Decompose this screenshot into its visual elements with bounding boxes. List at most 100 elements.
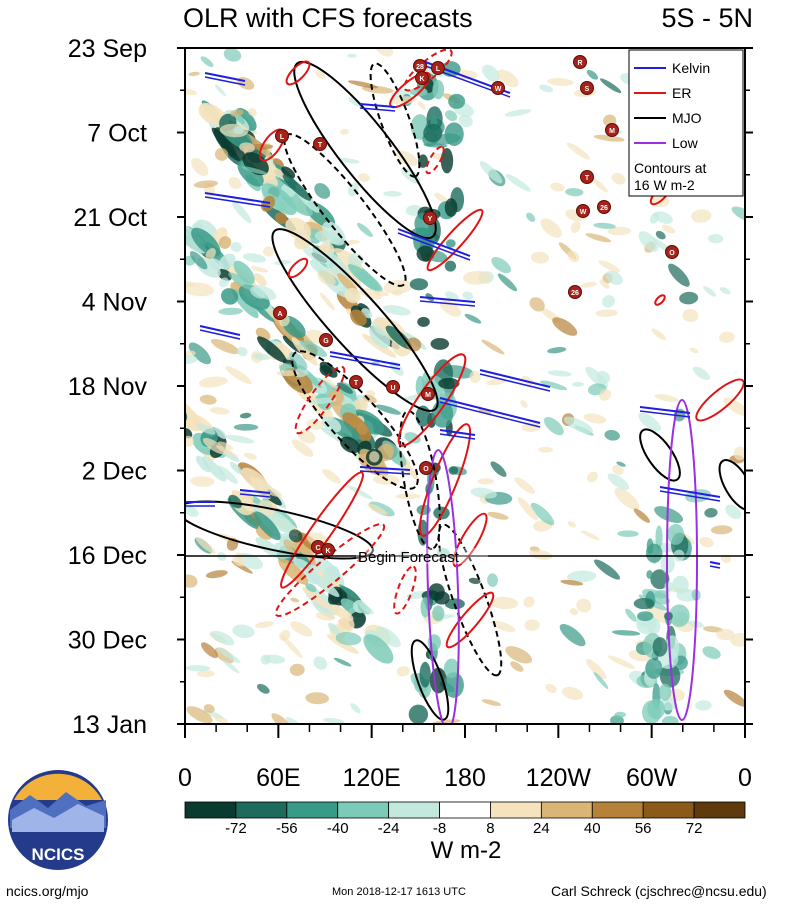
legend-label-kelvin: Kelvin [672, 60, 710, 76]
olr-anomaly-patch [645, 658, 663, 679]
storm-marker-label: T [585, 175, 590, 182]
olr-anomaly-patch [654, 211, 673, 224]
olr-anomaly-patch [188, 71, 200, 77]
olr-anomaly-patch [552, 317, 578, 336]
olr-anomaly-patch [290, 621, 313, 637]
olr-anomaly-patch [645, 605, 670, 623]
olr-anomaly-patch [328, 622, 340, 636]
kelvin-contour [359, 107, 396, 112]
olr-anomaly-patch [561, 686, 584, 700]
olr-anomaly-patch [547, 370, 572, 377]
kelvin-contour [199, 325, 241, 336]
olr-anomaly-patch [651, 328, 667, 341]
olr-anomaly-patch [668, 604, 690, 627]
kelvin-contour [439, 397, 541, 424]
er-contour [274, 523, 386, 617]
olr-anomaly-patch [229, 461, 243, 475]
kelvin-contour [439, 429, 476, 436]
olr-anomaly-patch [469, 370, 481, 384]
olr-anomaly-patch [205, 570, 228, 579]
olr-anomaly-patch [417, 154, 428, 168]
footer-url[interactable]: ncics.org/mjo [6, 883, 89, 899]
olr-anomaly-patch [547, 78, 574, 86]
olr-anomaly-patch [642, 700, 662, 724]
olr-anomaly-patch [257, 336, 287, 363]
kelvin-contour [419, 300, 476, 307]
olr-anomaly-patch [707, 234, 724, 244]
kelvin-contour [204, 196, 271, 208]
kelvin-contour [659, 490, 721, 502]
storm-marker-label: O [423, 466, 429, 473]
er-contour [403, 48, 453, 92]
olr-anomaly-patch [497, 69, 519, 88]
kelvin-contour [639, 410, 691, 418]
y-tick-label: 23 Sep [68, 35, 147, 63]
olr-anomaly-patch [304, 568, 340, 597]
olr-anomaly-patch [254, 621, 274, 628]
storm-marker-label: W [495, 86, 502, 93]
olr-anomaly-patch [215, 445, 238, 458]
kelvin-contour [359, 103, 396, 108]
olr-anomaly-patch [263, 654, 286, 664]
storm-marker-label: S [585, 86, 590, 93]
olr-anomaly-patch [419, 661, 431, 688]
kelvin-contour [639, 406, 691, 414]
olr-anomaly-patch [223, 660, 240, 674]
olr-anomaly-patch [369, 325, 391, 349]
olr-anomaly-patch [185, 505, 199, 517]
olr-anomaly-patch [191, 157, 209, 177]
olr-anomaly-patch [290, 597, 300, 603]
olr-anomaly-patch [213, 716, 228, 724]
olr-anomaly-patch [725, 504, 742, 520]
olr-anomaly-patch [704, 507, 718, 518]
olr-anomaly-patch [233, 423, 259, 431]
olr-anomaly-patch [253, 273, 267, 286]
olr-anomaly-patch [570, 221, 581, 233]
olr-anomaly-patch [433, 591, 450, 605]
olr-anomaly-patch [691, 209, 712, 223]
olr-anomaly-patch [314, 183, 331, 199]
olr-anomaly-patch [190, 476, 215, 487]
olr-anomaly-patch [322, 718, 345, 724]
colorbar-tick-label: 40 [584, 820, 601, 837]
olr-anomaly-patch [514, 477, 536, 494]
olr-anomaly-patch [550, 182, 565, 192]
storm-marker-icon [605, 123, 619, 137]
olr-anomaly-patch [591, 177, 608, 193]
olr-anomaly-patch [197, 670, 215, 678]
olr-anomaly-patch [185, 427, 193, 439]
olr-anomaly-patch [382, 305, 411, 316]
forecast-label-bg [356, 548, 488, 564]
olr-anomaly-patch [470, 487, 497, 499]
olr-anomaly-patch [692, 366, 711, 381]
storm-marker-icon [568, 285, 582, 299]
ncics-logo-text: NCICS [32, 845, 85, 864]
olr-anomaly-patch [567, 250, 580, 263]
olr-anomaly-patch [232, 624, 255, 639]
olr-anomaly-patch [482, 64, 500, 82]
kelvin-contour [329, 351, 401, 366]
olr-anomaly-patch [487, 511, 509, 520]
olr-anomaly-patch [366, 389, 376, 396]
olr-anomaly-patch [218, 236, 232, 249]
olr-anomaly-patch [432, 605, 445, 622]
storm-marker-icon [665, 245, 679, 259]
olr-anomaly-patch [617, 530, 639, 538]
olr-anomaly-patch [719, 331, 735, 343]
colorbar-swatch [540, 801, 593, 819]
olr-anomaly-patch [559, 623, 586, 647]
olr-anomaly-patch [477, 478, 494, 485]
mjo-contour [185, 500, 374, 560]
olr-anomaly-patch [505, 174, 531, 192]
olr-anomaly-patch [605, 270, 623, 285]
er-contour [654, 294, 666, 306]
olr-anomaly-patch [565, 188, 584, 197]
colorbar-swatch [184, 801, 237, 819]
kelvin-contour [359, 470, 411, 475]
er-contour [287, 257, 309, 279]
olr-anomaly-patch [404, 432, 421, 444]
x-axis: 0 60E 120E 180 120W 60W 0 [178, 724, 752, 792]
olr-anomaly-patch [326, 634, 359, 655]
kelvin-contour [239, 493, 271, 498]
